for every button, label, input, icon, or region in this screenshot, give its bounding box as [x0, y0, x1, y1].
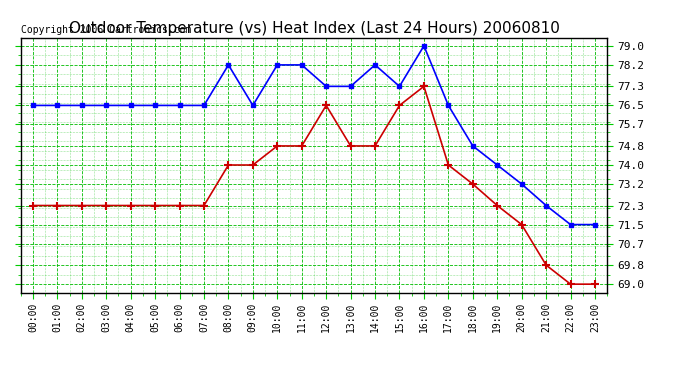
- Text: Copyright 2006 Cartronics.com: Copyright 2006 Cartronics.com: [21, 25, 191, 35]
- Title: Outdoor Temperature (vs) Heat Index (Last 24 Hours) 20060810: Outdoor Temperature (vs) Heat Index (Las…: [68, 21, 560, 36]
